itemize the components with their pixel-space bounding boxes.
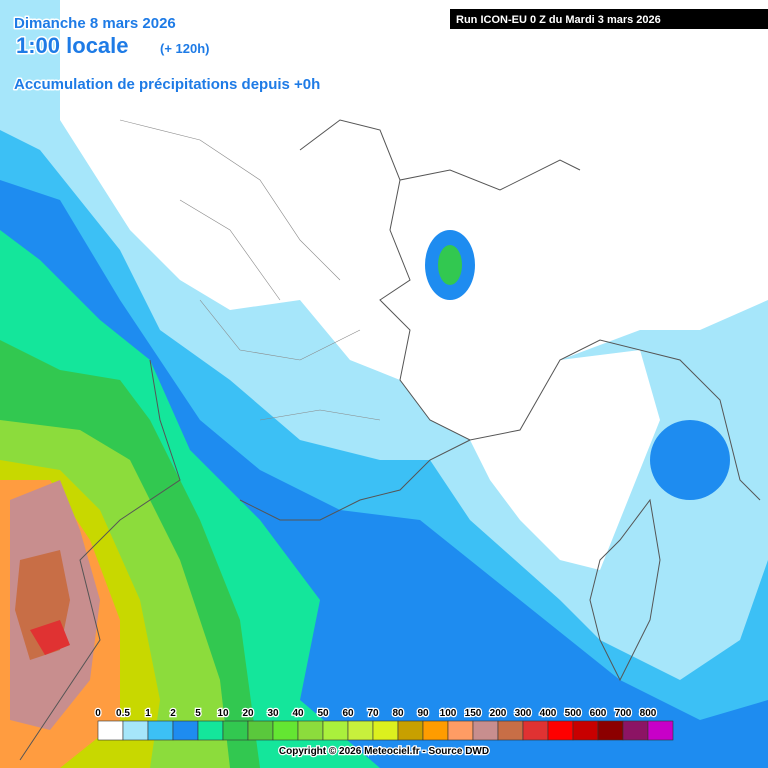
date-title: Dimanche 8 mars 2026 — [14, 15, 176, 32]
run-box — [450, 9, 768, 29]
legend-swatch — [422, 720, 449, 741]
copyright: Copyright © 2026 Meteociel.fr - Source D… — [279, 746, 489, 757]
legend-swatch — [647, 720, 674, 741]
legend-swatch — [622, 720, 649, 741]
legend-label: 600 — [590, 708, 607, 719]
legend-swatch — [297, 720, 324, 741]
legend-swatch — [497, 720, 524, 741]
legend-label: 1 — [145, 708, 151, 719]
local-time: 1:00 locale — [16, 33, 129, 58]
legend-swatch — [197, 720, 224, 741]
legend-label: 50 — [317, 708, 329, 719]
legend-swatch — [572, 720, 599, 741]
legend-swatch — [122, 720, 149, 741]
legend-swatch — [147, 720, 174, 741]
legend-label: 0 — [95, 708, 101, 719]
legend: 0 0.5 1 2 5 10 20 30 40 50 60 70 80 90 100 150 200 300 400… — [94, 707, 674, 741]
legend-label: 200 — [490, 708, 507, 719]
legend-label: 60 — [342, 708, 354, 719]
legend-label: 0.5 — [116, 708, 130, 719]
legend-label: 30 — [267, 708, 279, 719]
legend-swatch — [97, 720, 124, 741]
legend-label: 90 — [417, 708, 429, 719]
legend-label: 20 — [242, 708, 254, 719]
legend-swatch — [597, 720, 624, 741]
legend-label: 500 — [565, 708, 582, 719]
legend-swatch — [272, 720, 299, 741]
forecast-offset: (+ 120h) — [160, 41, 210, 56]
legend-swatch — [247, 720, 274, 741]
legend-swatch — [372, 720, 399, 741]
legend-swatch — [347, 720, 374, 741]
legend-swatch — [172, 720, 199, 741]
legend-label: 150 — [465, 708, 482, 719]
legend-label: 100 — [440, 708, 457, 719]
legend-swatch — [222, 720, 249, 741]
run-info: Run ICON-EU 0 Z du Mardi 3 mars 2026 — [456, 14, 661, 26]
legend-label: 10 — [217, 708, 229, 719]
legend-label: 5 — [195, 708, 201, 719]
legend-swatch — [547, 720, 574, 741]
legend-label: 2 — [170, 708, 176, 719]
legend-swatch — [472, 720, 499, 741]
legend-swatch — [322, 720, 349, 741]
legend-swatch — [397, 720, 424, 741]
legend-label: 700 — [615, 708, 632, 719]
borders — [19, 119, 761, 761]
legend-swatch — [522, 720, 549, 741]
product-title: Accumulation de précipitations depuis +0… — [14, 76, 320, 93]
legend-label: 70 — [367, 708, 379, 719]
legend-label: 400 — [540, 708, 557, 719]
legend-label: 40 — [292, 708, 304, 719]
legend-label: 80 — [392, 708, 404, 719]
legend-label: 300 — [515, 708, 532, 719]
legend-swatch — [447, 720, 474, 741]
legend-label: 800 — [640, 708, 657, 719]
